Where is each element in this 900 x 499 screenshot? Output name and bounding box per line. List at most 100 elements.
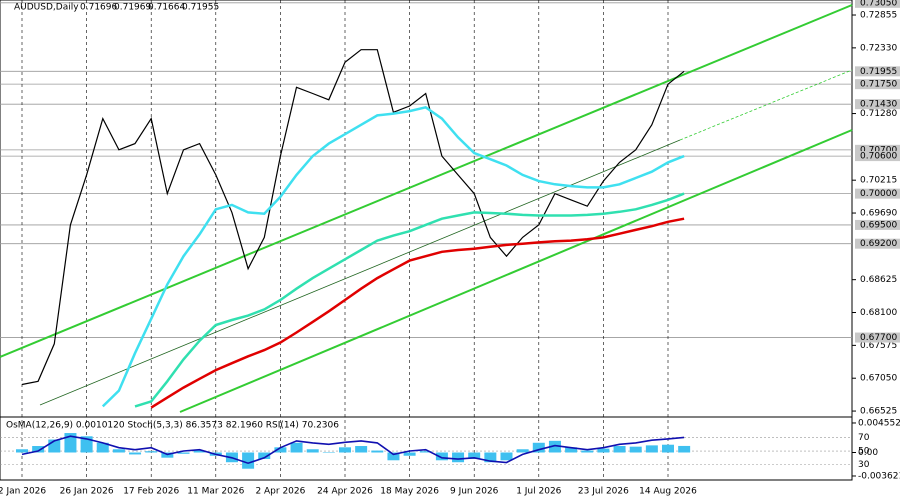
- level-label: 0.67700: [860, 333, 897, 343]
- y-tick-label: 0.72855: [860, 11, 897, 21]
- x-tick-label: 26 Jan 2026: [60, 487, 114, 497]
- osma-bar: [371, 450, 384, 453]
- x-tick-label: 2 Jan 2026: [0, 487, 46, 497]
- osma-bar: [662, 444, 674, 453]
- osma-bar: [597, 448, 610, 453]
- osma-bar: [452, 452, 465, 463]
- x-tick-label: 23 Jul 2026: [578, 487, 629, 497]
- osma-bar: [565, 447, 578, 453]
- y-tick-label: 0.71280: [860, 109, 897, 119]
- level-label-box: [855, 188, 900, 199]
- osma-bar: [613, 446, 626, 453]
- osma-bar: [258, 452, 271, 459]
- level-label: 0.70700: [860, 145, 897, 155]
- level-label-box: [855, 238, 900, 249]
- indicator-title: OsMA(12,26,9) 0.0010120 Stoch(5,3,3) 86.…: [6, 421, 339, 431]
- y-tick-label: 0.68100: [860, 308, 897, 318]
- y-tick-label: 0.68625: [860, 275, 897, 285]
- channel-upper: [0, 4, 853, 358]
- osma-bar: [484, 452, 497, 463]
- osma-bar: [532, 442, 545, 453]
- osma-bar: [306, 449, 319, 453]
- level-label-box: [855, 332, 900, 343]
- level-label-box: [855, 79, 900, 90]
- osma-bar: [581, 450, 594, 453]
- indicator-y2-tick-label: 0.0045527: [858, 418, 900, 428]
- x-tick-label: 2 Apr 2026: [255, 487, 305, 497]
- series-line: [21, 435, 685, 465]
- y-tick-label: 0.67575: [860, 341, 897, 351]
- chart-title: AUDUSD,Daily: [14, 3, 79, 13]
- osma-bar: [355, 446, 368, 453]
- indicator-tick-label: 50: [858, 447, 870, 457]
- osma-bar: [96, 442, 109, 453]
- series-line: [21, 49, 685, 386]
- osma-bar: [16, 449, 28, 453]
- osma-bar: [500, 452, 513, 461]
- series-line: [101, 105, 685, 408]
- y-tick-label: 0.70215: [860, 176, 897, 186]
- level-label-box: [855, 219, 900, 230]
- osma-bar: [516, 449, 529, 453]
- x-tick-label: 14 Aug 2026: [639, 487, 697, 497]
- x-tick-label: 1 Jul 2026: [516, 487, 561, 497]
- level-label-box: [855, 151, 900, 162]
- level-label-box: [855, 0, 900, 8]
- level-label: 0.70600: [860, 152, 897, 162]
- osma-bar: [129, 452, 142, 455]
- level-label: 0.69500: [860, 220, 897, 230]
- osma-bar: [435, 452, 448, 461]
- channel-lower: [179, 129, 853, 413]
- indicator-tick-label: 30: [858, 460, 870, 470]
- level-label-box: [855, 144, 900, 155]
- osma-bar: [419, 451, 432, 453]
- level-label: 0.73050: [860, 0, 897, 8]
- osma-bar: [274, 447, 287, 453]
- osma-bar: [242, 452, 255, 469]
- ohlc-value: 0.71664: [148, 3, 185, 13]
- osma-bar: [629, 446, 642, 453]
- indicator-y2-tick-label: -0.003621: [858, 471, 900, 481]
- level-label: 0.71750: [860, 80, 897, 90]
- osma-bar: [322, 452, 335, 454]
- ohlc-value: 0.71955: [182, 3, 219, 13]
- osma-bar: [387, 452, 400, 461]
- ohlc-value: 0.71969: [114, 3, 151, 13]
- osma-bar: [290, 442, 303, 453]
- osma-bar: [145, 451, 158, 453]
- y-tick-label: 0.72330: [860, 43, 897, 53]
- x-tick-label: 24 Apr 2026: [317, 487, 373, 497]
- ohlc-value: 0.71696: [80, 3, 117, 13]
- channel-mid: [39, 139, 681, 406]
- osma-bar: [112, 449, 125, 453]
- y-tick-label: 0.69690: [860, 209, 897, 219]
- indicator-y2-tick-label: 0.00: [858, 448, 878, 458]
- y-tick-label: 0.67050: [860, 374, 897, 384]
- level-label: 0.71430: [860, 100, 897, 110]
- x-tick-label: 11 Mar 2026: [187, 487, 244, 497]
- level-label: 0.70000: [860, 189, 897, 199]
- level-label-box: [855, 66, 900, 77]
- osma-bar: [193, 450, 206, 453]
- osma-bar: [177, 452, 190, 454]
- level-label: 0.69200: [860, 239, 897, 249]
- osma-bar: [64, 433, 77, 453]
- osma-bar: [645, 445, 658, 453]
- osma-bar: [678, 445, 691, 453]
- osma-bar: [32, 446, 45, 453]
- y-tick-label: 0.66525: [860, 407, 897, 417]
- channel-mid-ext: [679, 69, 853, 141]
- plot-frame: [0, 0, 853, 481]
- x-tick-label: 17 Feb 2026: [123, 487, 179, 497]
- indicator-tick-label: 70: [858, 433, 870, 443]
- level-label: 0.71955: [860, 67, 897, 77]
- x-tick-label: 18 May 2026: [380, 487, 439, 497]
- osma-bar: [339, 447, 351, 453]
- osma-bar: [548, 440, 561, 453]
- level-label-box: [855, 99, 900, 110]
- osma-bar: [403, 452, 416, 456]
- series-line: [150, 217, 685, 409]
- osma-bar: [468, 452, 481, 459]
- series-line: [134, 192, 685, 408]
